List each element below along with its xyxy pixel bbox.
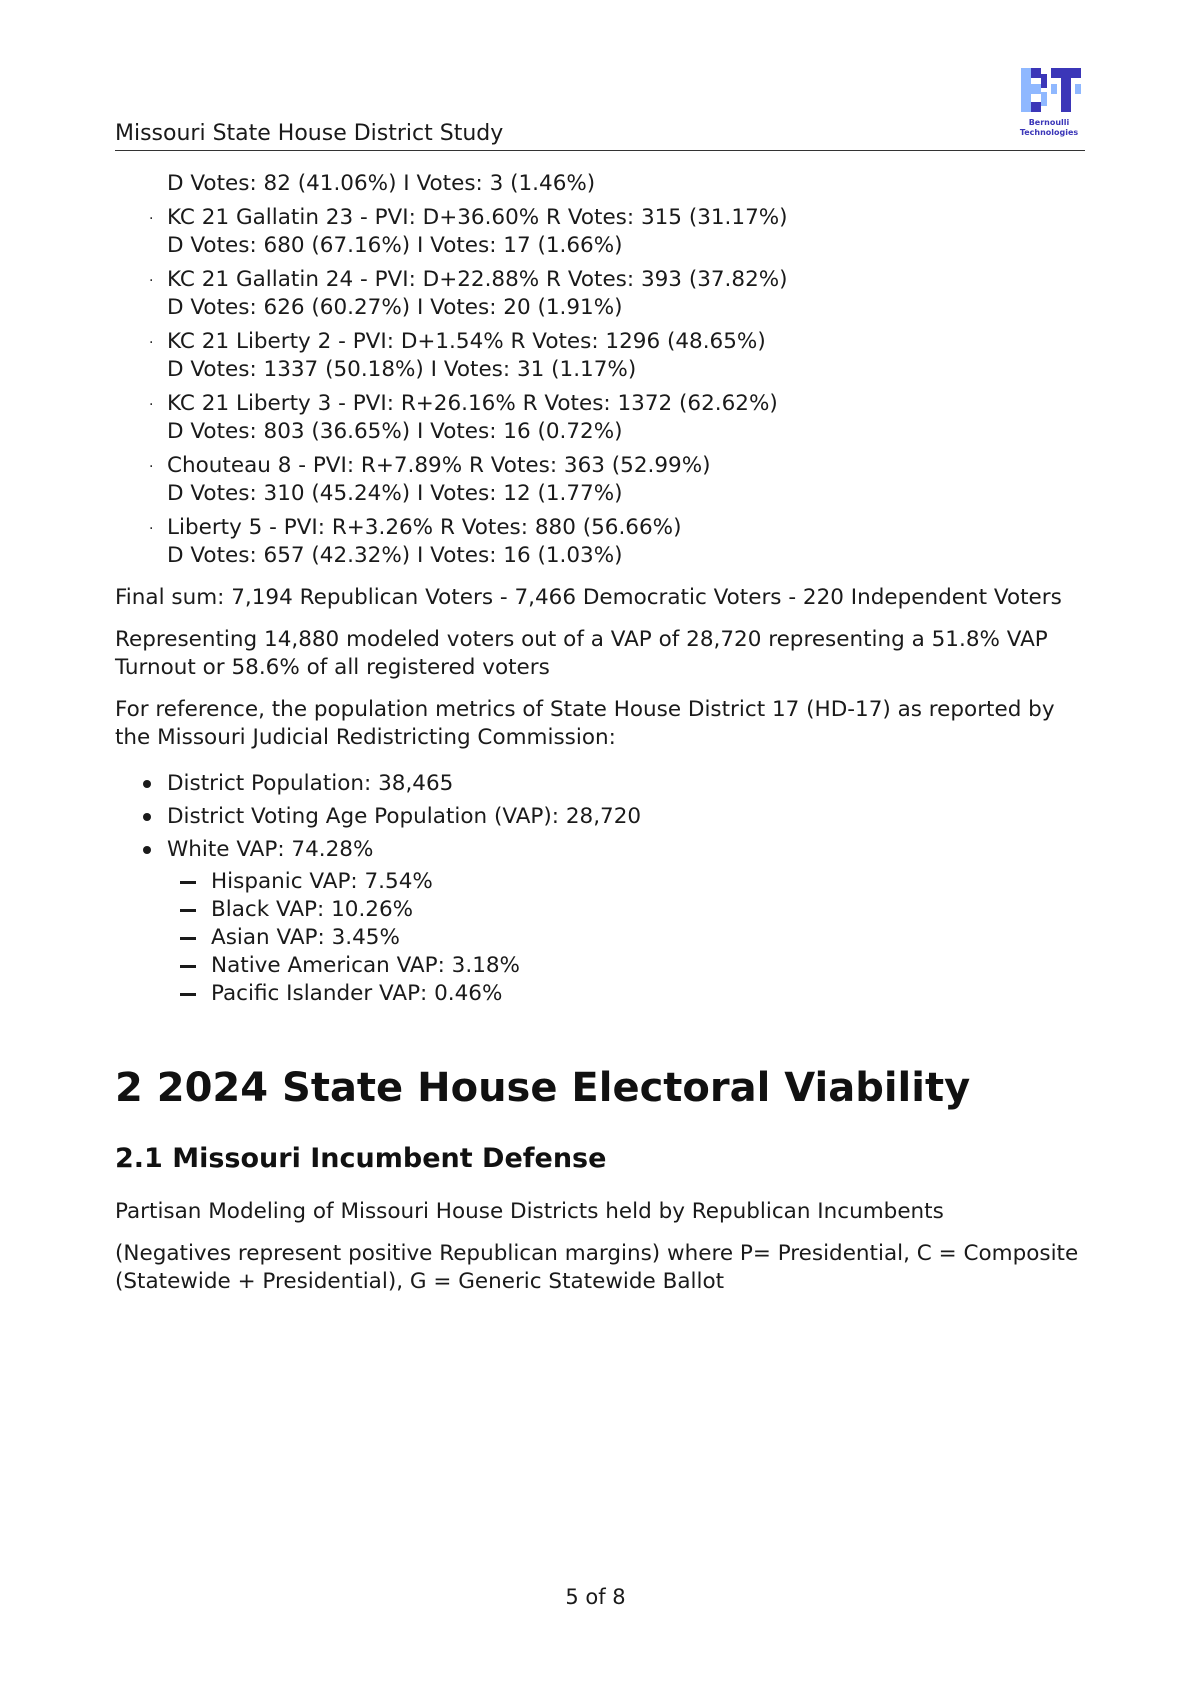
header-title: Missouri State House District Study bbox=[115, 121, 504, 146]
metric-text: District Population: 38,465 bbox=[167, 771, 454, 796]
bullet bbox=[143, 846, 151, 854]
list-item: Asian VAP: 3.45% bbox=[115, 924, 1090, 952]
sub-metrics-list: Hispanic VAP: 7.54% Black VAP: 10.26% As… bbox=[167, 868, 1090, 1008]
list-item: Native American VAP: 3.18% bbox=[115, 952, 1090, 980]
list-item: White VAP: 74.28% Hispanic VAP: 7.54% Bl… bbox=[115, 836, 1090, 1008]
bullet bbox=[143, 813, 151, 821]
sub-metric-text: Pacific Islander VAP: 0.46% bbox=[211, 981, 503, 1006]
vote-line-2: D Votes: 1337 (50.18%) I Votes: 31 (1.17… bbox=[167, 357, 637, 382]
negatives-paragraph: (Negatives represent positive Republican… bbox=[115, 1241, 1079, 1294]
list-item: Black VAP: 10.26% bbox=[115, 896, 1090, 924]
section-heading: 2 2024 State House Electoral Viability bbox=[115, 1065, 971, 1111]
vote-line-1: KC 21 Liberty 2 - PVI: D+1.54% R Votes: … bbox=[167, 329, 766, 354]
list-item: · KC 21 Liberty 3 - PVI: R+26.16% R Vote… bbox=[115, 390, 1090, 446]
dash bbox=[180, 937, 196, 940]
page-content: D Votes: 82 (41.06%) I Votes: 3 (1.46%) … bbox=[115, 170, 1090, 1296]
list-item: · KC 21 Gallatin 24 - PVI: D+22.88% R Vo… bbox=[115, 266, 1090, 322]
vote-line-1: KC 21 Gallatin 23 - PVI: D+36.60% R Vote… bbox=[167, 205, 788, 230]
bullet: · bbox=[149, 397, 154, 413]
bullet: · bbox=[149, 335, 154, 351]
bullet bbox=[143, 780, 151, 788]
vote-line-2: D Votes: 803 (36.65%) I Votes: 16 (0.72%… bbox=[167, 419, 623, 444]
vote-line-1: KC 21 Liberty 3 - PVI: R+26.16% R Votes:… bbox=[167, 391, 778, 416]
vote-line-2: D Votes: 626 (60.27%) I Votes: 20 (1.91%… bbox=[167, 295, 623, 320]
list-item: District Population: 38,465 bbox=[115, 770, 1090, 798]
vote-line-2: D Votes: 82 (41.06%) I Votes: 3 (1.46%) bbox=[167, 171, 596, 196]
dash bbox=[180, 881, 196, 884]
list-item: · KC 21 Gallatin 23 - PVI: D+36.60% R Vo… bbox=[115, 204, 1090, 260]
metric-text: District Voting Age Population (VAP): 28… bbox=[167, 804, 642, 829]
logo-caption: Bernoulli Technologies bbox=[1019, 118, 1079, 137]
vote-line-1: Liberty 5 - PVI: R+3.26% R Votes: 880 (5… bbox=[167, 515, 682, 540]
metric-text: White VAP: 74.28% bbox=[167, 837, 374, 862]
dash bbox=[180, 909, 196, 912]
list-item: Hispanic VAP: 7.54% bbox=[115, 868, 1090, 896]
reference-paragraph: For reference, the population metrics of… bbox=[115, 697, 1055, 750]
partisan-paragraph: Partisan Modeling of Missouri House Dist… bbox=[115, 1199, 944, 1224]
bernoulli-logo-icon bbox=[1021, 68, 1081, 112]
bullet: · bbox=[149, 521, 154, 537]
vote-line-2: D Votes: 680 (67.16%) I Votes: 17 (1.66%… bbox=[167, 233, 623, 258]
population-metrics-list: District Population: 38,465 District Vot… bbox=[115, 770, 1090, 1008]
sub-metric-text: Asian VAP: 3.45% bbox=[211, 925, 400, 950]
vote-line-1: KC 21 Gallatin 24 - PVI: D+22.88% R Vote… bbox=[167, 267, 788, 292]
bullet: · bbox=[149, 459, 154, 475]
dash bbox=[180, 993, 196, 996]
vote-line-2: D Votes: 657 (42.32%) I Votes: 16 (1.03%… bbox=[167, 543, 623, 568]
final-sum-paragraph: Final sum: 7,194 Republican Voters - 7,4… bbox=[115, 585, 1062, 610]
list-item: District Voting Age Population (VAP): 28… bbox=[115, 803, 1090, 831]
subsection-heading: 2.1 Missouri Incumbent Defense bbox=[115, 1143, 607, 1174]
turnout-paragraph: Representing 14,880 modeled voters out o… bbox=[115, 627, 1048, 680]
sub-metric-text: Native American VAP: 3.18% bbox=[211, 953, 520, 978]
bullet: · bbox=[149, 273, 154, 289]
page-number: 5 of 8 bbox=[565, 1585, 626, 1609]
sub-metric-text: Black VAP: 10.26% bbox=[211, 897, 414, 922]
vote-line-1: Chouteau 8 - PVI: R+7.89% R Votes: 363 (… bbox=[167, 453, 711, 478]
list-item: Pacific Islander VAP: 0.46% bbox=[115, 980, 1090, 1008]
vote-line-2: D Votes: 310 (45.24%) I Votes: 12 (1.77%… bbox=[167, 481, 623, 506]
list-item: · Chouteau 8 - PVI: R+7.89% R Votes: 363… bbox=[115, 452, 1090, 508]
sub-metric-text: Hispanic VAP: 7.54% bbox=[211, 869, 433, 894]
list-item: · Liberty 5 - PVI: R+3.26% R Votes: 880 … bbox=[115, 514, 1090, 570]
bullet: · bbox=[149, 211, 154, 227]
dash bbox=[180, 965, 196, 968]
page-header: Missouri State House District Study Bern… bbox=[115, 66, 1085, 151]
precinct-vote-list: D Votes: 82 (41.06%) I Votes: 3 (1.46%) … bbox=[115, 170, 1090, 570]
list-item: D Votes: 82 (41.06%) I Votes: 3 (1.46%) bbox=[115, 170, 1090, 198]
list-item: · KC 21 Liberty 2 - PVI: D+1.54% R Votes… bbox=[115, 328, 1090, 384]
